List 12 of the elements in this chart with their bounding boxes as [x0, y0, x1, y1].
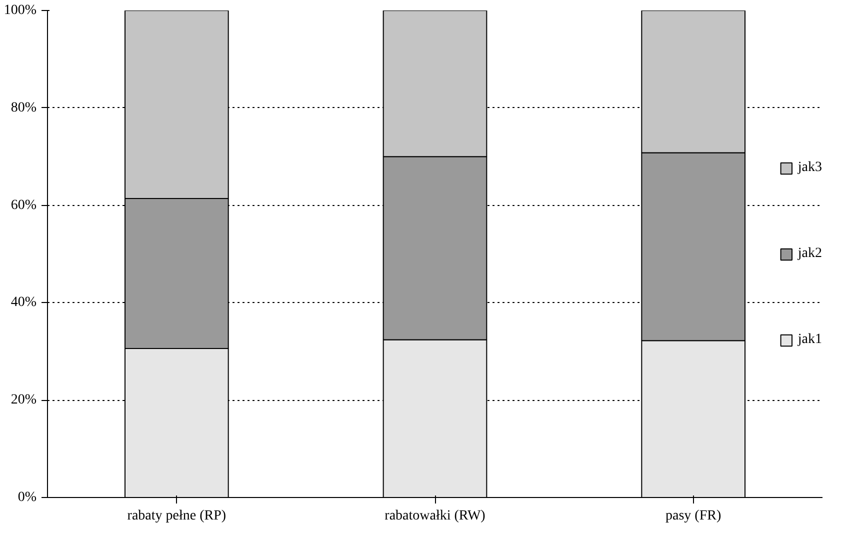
- y-tick-label: 0%: [18, 490, 37, 505]
- x-tick-label: pasy (FR): [666, 508, 722, 524]
- y-tick-label: 100%: [4, 3, 37, 18]
- legend-label: jak3: [798, 160, 822, 176]
- y-tick-label: 20%: [10, 392, 37, 408]
- legend-label: jak2: [798, 246, 822, 262]
- x-tick-label: rabatowałki (RW): [384, 508, 486, 524]
- y-tick-label: 80%: [10, 100, 37, 116]
- y-tick-label: 60%: [10, 198, 37, 213]
- x-tick-label: rabaty pełne (RP): [127, 508, 226, 524]
- y-tick-label: 40%: [10, 295, 37, 310]
- legend-label: jak1: [798, 332, 822, 348]
